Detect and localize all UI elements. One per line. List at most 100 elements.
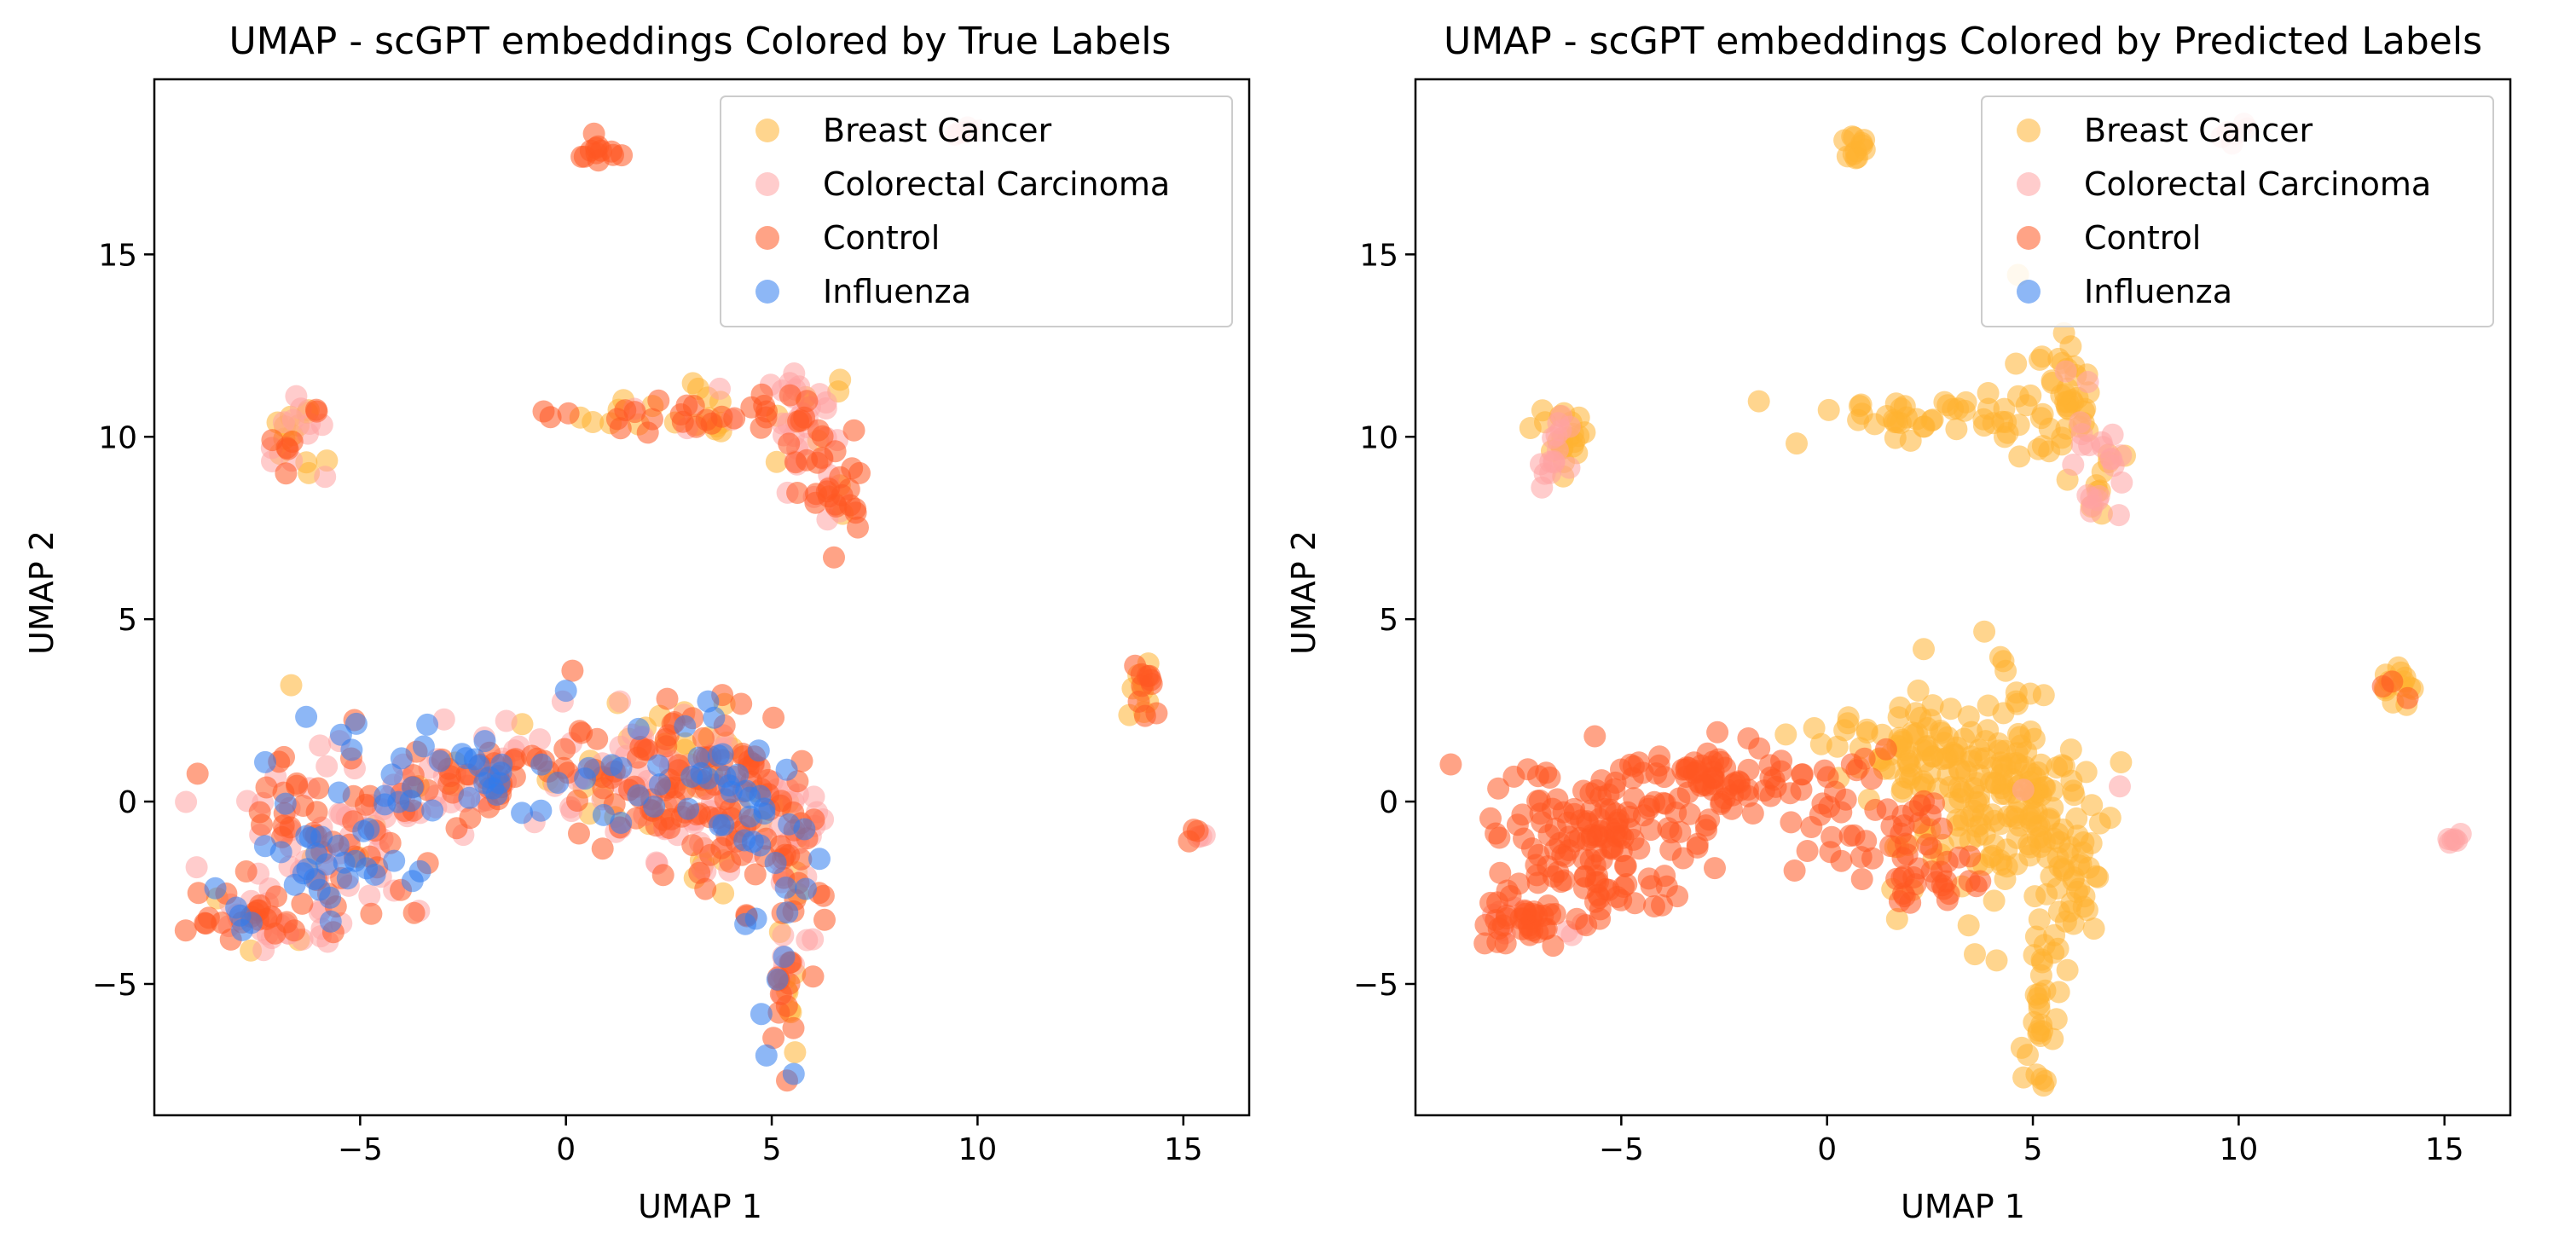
- control-point: [1706, 720, 1729, 744]
- legend-item-colorectal-carcinoma: Colorectal Carcinoma: [2017, 165, 2431, 203]
- control-point: [1489, 861, 1512, 884]
- breast-cancer-point: [2022, 802, 2045, 825]
- control-point: [802, 965, 825, 988]
- influenza-point: [627, 717, 650, 740]
- y-tick-label: −5: [92, 968, 137, 1003]
- breast-cancer-point: [2058, 900, 2081, 923]
- control-point: [1525, 864, 1548, 887]
- breast-cancer-point: [2081, 794, 2104, 817]
- breast-cancer-point: [1907, 679, 1930, 702]
- influenza-point: [647, 754, 670, 777]
- breast-cancer-point: [1904, 702, 1927, 725]
- x-axis-label: UMAP 1: [638, 1188, 762, 1225]
- y-axis-ticks: −5 0 5 10 15: [1353, 238, 1415, 1003]
- control-point: [1874, 738, 1897, 761]
- control-point: [1894, 832, 1917, 855]
- breast-cancer-point: [1906, 722, 1929, 745]
- colorectal-carcinoma-point: [1530, 453, 1552, 476]
- influenza-point: [764, 852, 787, 874]
- breast-cancer-point: [1983, 889, 2006, 912]
- influenza-point: [333, 851, 356, 874]
- breast-cancer-point: [1964, 943, 1986, 966]
- breast-cancer-point: [1774, 723, 1797, 746]
- control-point: [651, 864, 674, 887]
- control-point: [1589, 898, 1612, 921]
- x-tick-label: 0: [1817, 1132, 1837, 1167]
- influenza-point: [711, 743, 734, 766]
- control-point: [1526, 790, 1549, 813]
- control-point: [273, 745, 295, 768]
- breast-cancer-point: [2008, 726, 2031, 749]
- breast-cancer-point: [2029, 825, 2052, 848]
- legend-item-influenza: Influenza: [755, 273, 971, 310]
- control-point: [786, 482, 809, 504]
- breast-cancer-point: [687, 377, 709, 400]
- control-point: [557, 402, 580, 425]
- breast-cancer-point: [1848, 395, 1871, 418]
- control-point: [837, 477, 860, 501]
- breast-cancer-point: [1913, 638, 1935, 661]
- control-point: [1145, 702, 1168, 725]
- control-point: [275, 437, 298, 460]
- influenza-point: [489, 761, 512, 784]
- influenza-point: [774, 877, 797, 899]
- control-point: [1783, 859, 1806, 882]
- control-point: [692, 726, 715, 749]
- breast-cancer-point: [1990, 763, 2013, 786]
- colorectal-carcinoma-point: [1558, 415, 1581, 438]
- control-point: [1659, 838, 1682, 861]
- control-point: [286, 772, 309, 795]
- influenza-point: [344, 712, 368, 735]
- control-point: [591, 837, 614, 860]
- colorectal-carcinoma-point: [529, 728, 552, 751]
- x-axis-ticks: −5 0 5 10 15: [1599, 1115, 2464, 1167]
- control-point: [1780, 811, 1803, 834]
- colorectal-carcinoma-point: [495, 709, 518, 732]
- breast-cancer-point: [2056, 958, 2079, 981]
- legend-label: Influenza: [823, 273, 971, 310]
- breast-cancer-point: [2041, 796, 2064, 819]
- breast-cancer-point: [1991, 410, 2014, 433]
- control-point: [1664, 802, 1687, 824]
- influenza-point: [592, 803, 615, 826]
- control-point: [573, 145, 596, 168]
- breast-cancer-point: [2046, 756, 2068, 779]
- legend-item-influenza: Influenza: [2017, 273, 2232, 310]
- control-point: [263, 922, 287, 945]
- influenza-point: [390, 747, 413, 770]
- control-point: [1660, 821, 1682, 844]
- x-tick-label: 10: [2220, 1132, 2259, 1167]
- panel-title: UMAP - scGPT embeddings Colored by True …: [229, 20, 1172, 63]
- influenza-point: [373, 784, 397, 807]
- control-point: [1609, 825, 1632, 848]
- breast-cancer-point: [1884, 426, 1907, 449]
- control-point: [656, 687, 679, 710]
- influenza-point: [755, 1044, 778, 1067]
- control-point: [1853, 747, 1876, 770]
- scatter-points: [1439, 113, 2472, 1097]
- influenza-point: [674, 715, 697, 738]
- control-point: [636, 421, 659, 444]
- control-point: [1511, 803, 1534, 826]
- y-axis-ticks: −5 0 5 10 15: [92, 238, 154, 1003]
- control-point: [1653, 766, 1676, 789]
- influenza-point: [416, 713, 439, 736]
- colorectal-carcinoma-point: [2109, 775, 2131, 798]
- control-point: [1834, 788, 1857, 811]
- control-point: [1130, 663, 1153, 686]
- breast-cancer-point: [2059, 335, 2082, 358]
- control-point: [609, 417, 632, 440]
- legend-marker: [755, 226, 779, 250]
- breast-cancer-point: [1826, 735, 1849, 758]
- breast-cancer-point: [1995, 838, 2018, 861]
- breast-cancer-point: [2029, 982, 2052, 1005]
- colorectal-carcinoma-point: [814, 397, 837, 420]
- breast-cancer-point: [2071, 841, 2094, 864]
- breast-cancer-point: [1960, 720, 1983, 744]
- control-point: [1861, 767, 1883, 790]
- control-point: [1186, 819, 1209, 842]
- control-point: [804, 491, 827, 514]
- breast-cancer-point: [280, 674, 303, 697]
- control-point: [1520, 837, 1543, 860]
